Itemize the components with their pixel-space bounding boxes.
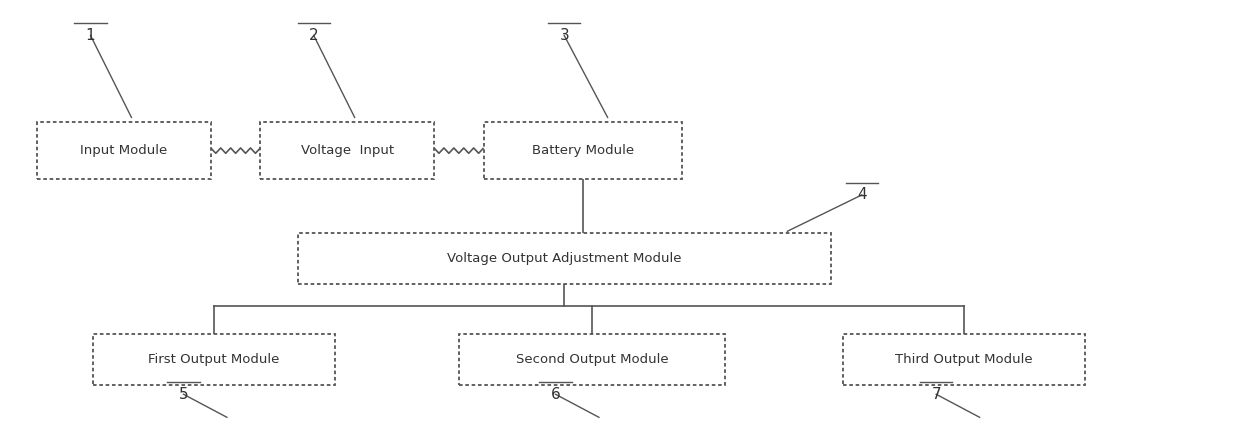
Text: Voltage  Input: Voltage Input — [300, 144, 394, 157]
FancyBboxPatch shape — [37, 122, 211, 179]
FancyBboxPatch shape — [843, 334, 1085, 385]
Text: 7: 7 — [931, 387, 941, 402]
Text: Voltage Output Adjustment Module: Voltage Output Adjustment Module — [446, 252, 682, 264]
Text: 2: 2 — [309, 28, 319, 43]
Text: 3: 3 — [559, 28, 569, 43]
FancyBboxPatch shape — [298, 233, 831, 284]
FancyBboxPatch shape — [484, 122, 682, 179]
Text: 6: 6 — [551, 387, 560, 402]
Text: 5: 5 — [179, 387, 188, 402]
FancyBboxPatch shape — [93, 334, 335, 385]
Text: Second Output Module: Second Output Module — [516, 354, 668, 366]
Text: First Output Module: First Output Module — [149, 354, 279, 366]
FancyBboxPatch shape — [260, 122, 434, 179]
Text: Third Output Module: Third Output Module — [895, 354, 1033, 366]
Text: 4: 4 — [857, 187, 867, 202]
Text: Input Module: Input Module — [81, 144, 167, 157]
Text: Battery Module: Battery Module — [532, 144, 634, 157]
FancyBboxPatch shape — [459, 334, 725, 385]
Text: 1: 1 — [86, 28, 95, 43]
